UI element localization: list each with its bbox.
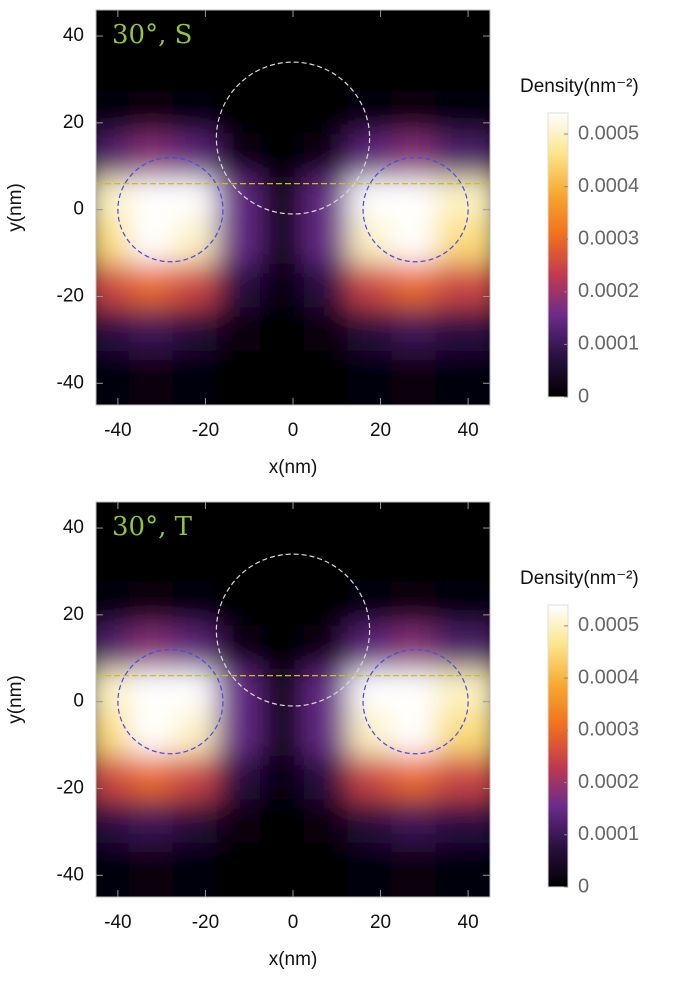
panel-label: 30°, T [112,512,193,542]
y-tick-label: -20 [57,285,84,306]
y-tick-label: 40 [63,25,84,46]
x-axis-title: x(nm) [269,457,318,478]
x-tick-label: 20 [370,912,391,933]
plot-area [96,502,490,897]
colorbar-tick-label: 0.0001 [578,333,639,355]
colorbar-tick-label: 0.0005 [578,122,639,144]
guide-circle [215,553,371,707]
density-field [96,502,490,897]
colorbar-tick-label: 0.0002 [578,280,639,302]
y-tick-label: -20 [57,777,84,798]
density-field [96,10,490,405]
x-tick-label: 0 [288,912,299,933]
x-tick-label: 40 [458,912,479,933]
colorbar-tick-label: 0 [578,875,589,897]
colorbar-tick-label: 0.0002 [578,771,639,793]
x-tick-label: -40 [104,420,131,441]
colorbar-tick-label: 0.0004 [578,666,639,688]
y-tick-label: -40 [57,864,84,885]
colorbar-tick-label: 0 [578,385,589,407]
x-axis-title: x(nm) [269,949,318,970]
guide-circle [215,61,371,215]
x-tick-label: 40 [458,420,479,441]
colorbar-scale [547,112,569,398]
colorbar-title: Density(nm⁻²) [520,76,639,97]
colorbar-tick-label: 0.0004 [578,175,639,197]
guide-circle [362,648,469,755]
colorbar-title: Density(nm⁻²) [520,568,639,589]
density-cell [435,842,490,897]
colorbar-tick-label: 0.0005 [578,614,639,636]
y-tick-label: 20 [63,604,84,625]
y-tick-label: 0 [73,199,84,220]
x-tick-label: 0 [288,420,299,441]
y-tick-label: 40 [63,517,84,538]
panel-label: 30°, S [112,20,192,50]
plot-area [96,10,490,405]
colorbar: 0 0.0001 0.0002 0.0003 0.0004 0.0005 [547,112,639,407]
x-tick-label: -40 [104,912,131,933]
y-tick-label: 20 [63,112,84,133]
colorbar: 0 0.0001 0.0002 0.0003 0.0004 0.0005 [547,604,639,897]
density-cell [435,350,490,405]
y-tick-label: 0 [73,691,84,712]
colorbar-tick-label: 0.0003 [578,719,639,741]
y-axis-title: y(nm) [5,183,26,232]
guide-circle [362,156,469,263]
guide-circle [117,156,224,263]
colorbar-tick-label: 0.0001 [578,823,639,845]
x-tick-label: -20 [192,912,219,933]
y-tick-label: -40 [57,372,84,393]
guide-circle [117,648,224,755]
colorbar-tick-label: 0.0003 [578,228,639,250]
x-tick-label: -20 [192,420,219,441]
colorbar-scale [547,604,569,888]
y-axis-title: y(nm) [5,675,26,724]
x-tick-label: 20 [370,420,391,441]
